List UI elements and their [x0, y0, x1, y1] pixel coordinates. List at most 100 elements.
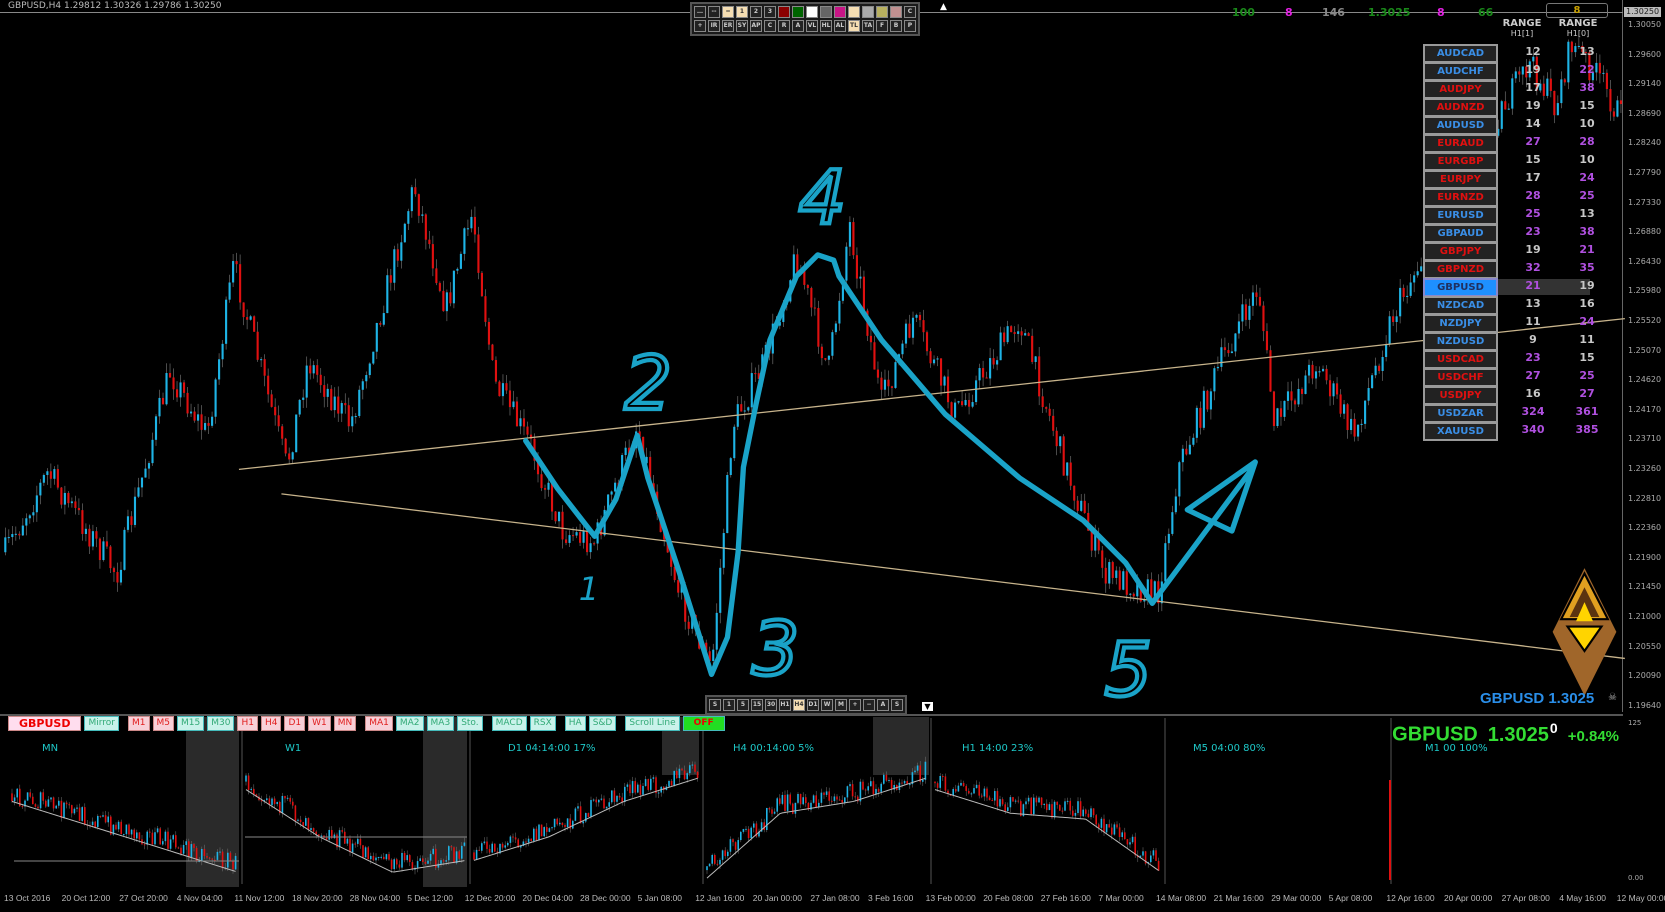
- lower-toolbar-button[interactable]: H4: [260, 716, 282, 731]
- tool-button[interactable]: C: [764, 20, 776, 32]
- symbol-button-gbpusd[interactable]: GBPUSD: [1423, 278, 1498, 297]
- lower-toolbar-button[interactable]: MA2: [395, 716, 424, 731]
- tool-button[interactable]: ER: [722, 20, 734, 32]
- timeframe-button[interactable]: 1: [723, 699, 735, 711]
- off-toggle[interactable]: OFF: [682, 716, 725, 731]
- lower-toolbar-button[interactable]: Scroll Line: [625, 716, 680, 731]
- lower-toolbar-button[interactable]: MA3: [426, 716, 455, 731]
- color-swatch[interactable]: [876, 6, 888, 18]
- lower-toolbar-button[interactable]: M5: [152, 716, 174, 731]
- color-swatch[interactable]: [778, 6, 790, 18]
- symbol-button-eurnzd[interactable]: EURNZD: [1423, 188, 1498, 207]
- color-swatch[interactable]: [806, 6, 818, 18]
- symbol-button-euraud[interactable]: EURAUD: [1423, 134, 1498, 153]
- lower-toolbar-button[interactable]: H1: [237, 716, 258, 731]
- symbol-button-audchf[interactable]: AUDCHF: [1423, 62, 1498, 81]
- lower-toolbar-button[interactable]: HA: [564, 716, 586, 731]
- tool-button[interactable]: SY: [736, 20, 748, 32]
- timeframe-button[interactable]: 15: [751, 699, 763, 711]
- lower-toolbar-button[interactable]: D1: [284, 716, 306, 731]
- crosshair-icon[interactable]: +: [694, 20, 706, 32]
- color-swatch[interactable]: [820, 6, 832, 18]
- collapse-down-icon[interactable]: ▼: [922, 702, 933, 711]
- tool-button[interactable]: AL: [834, 20, 846, 32]
- color-swatch[interactable]: [862, 6, 874, 18]
- tool-button[interactable]: TA: [862, 20, 874, 32]
- lower-toolbar-button[interactable]: RSX: [529, 716, 556, 731]
- timeframe-button[interactable]: 5: [737, 699, 749, 711]
- symbol-button-eurgbp[interactable]: EURGBP: [1423, 152, 1498, 171]
- dashed-line-icon[interactable]: --: [708, 6, 720, 18]
- tool-button[interactable]: HL: [820, 20, 832, 32]
- tool-button[interactable]: TL: [848, 20, 860, 32]
- lower-toolbar-button[interactable]: M30: [207, 716, 235, 731]
- timeframe-button[interactable]: W: [821, 699, 833, 711]
- symbol-button-gbpnzd[interactable]: GBPNZD: [1423, 260, 1498, 279]
- timeframe-button[interactable]: 30: [765, 699, 777, 711]
- color-swatch[interactable]: [890, 6, 902, 18]
- lower-toolbar-button[interactable]: MACD: [491, 716, 527, 731]
- symbol-button-audjpy[interactable]: AUDJPY: [1423, 80, 1498, 99]
- lower-toolbar-button[interactable]: Mirror: [84, 716, 119, 731]
- lower-toolbar-button[interactable]: MN: [333, 716, 357, 731]
- symbol-button-usdzar[interactable]: USDZAR: [1423, 404, 1498, 423]
- tool-button[interactable]: P: [904, 20, 916, 32]
- lower-toolbar-button[interactable]: Sto.: [457, 716, 483, 731]
- tool-button[interactable]: B: [890, 20, 902, 32]
- symbol-button-nzdcad[interactable]: NZDCAD: [1423, 296, 1498, 315]
- color-swatch[interactable]: [848, 6, 860, 18]
- tool-button[interactable]: AP: [750, 20, 762, 32]
- collapse-up-icon[interactable]: ▲: [940, 2, 947, 12]
- symbol-button-eurjpy[interactable]: EURJPY: [1423, 170, 1498, 189]
- tool-button[interactable]: 2: [750, 6, 762, 18]
- timeframe-button[interactable]: A: [877, 699, 889, 711]
- symbol-button-xauusd[interactable]: XAUUSD: [1423, 422, 1498, 441]
- symbol-button-nzdusd[interactable]: NZDUSD: [1423, 332, 1498, 351]
- tool-button[interactable]: F: [876, 20, 888, 32]
- timeframe-button[interactable]: S: [891, 699, 903, 711]
- candle: [1374, 365, 1377, 376]
- timeframe-button[interactable]: H4: [793, 699, 805, 711]
- timeframe-button[interactable]: S: [709, 699, 721, 711]
- candle: [46, 471, 49, 475]
- symbol-button-gbpjpy[interactable]: GBPJPY: [1423, 242, 1498, 261]
- lower-toolbar-button[interactable]: S&D: [588, 716, 617, 731]
- timeframe-button[interactable]: +: [849, 699, 861, 711]
- symbol-button-audusd[interactable]: AUDUSD: [1423, 116, 1498, 135]
- tool-button[interactable]: 1: [736, 6, 748, 18]
- symbol-button-audcad[interactable]: AUDCAD: [1423, 44, 1498, 63]
- tool-button[interactable]: 3: [764, 6, 776, 18]
- lower-toolbar-button[interactable]: M15: [177, 716, 205, 731]
- mini-candle: [740, 831, 742, 841]
- timeframe-button[interactable]: M: [835, 699, 847, 711]
- tool-button[interactable]: C: [904, 6, 916, 18]
- dotted-line-icon[interactable]: …: [694, 6, 706, 18]
- symbol-button-eurusd[interactable]: EURUSD: [1423, 206, 1498, 225]
- color-swatch[interactable]: [792, 6, 804, 18]
- tool-button[interactable]: A: [792, 20, 804, 32]
- lower-toolbar-button[interactable]: MA1: [365, 716, 393, 731]
- candle: [1003, 332, 1006, 343]
- symbol-button-usdjpy[interactable]: USDJPY: [1423, 386, 1498, 405]
- tool-button[interactable]: VL: [806, 20, 818, 32]
- main-chart[interactable]: [0, 0, 1623, 712]
- candle: [11, 534, 14, 538]
- tool-button[interactable]: R: [778, 20, 790, 32]
- lower-toolbar-button[interactable]: W1: [308, 716, 331, 731]
- symbol-button-usdchf[interactable]: USDCHF: [1423, 368, 1498, 387]
- symbol-button-audnzd[interactable]: AUDNZD: [1423, 98, 1498, 117]
- symbol-button-usdcad[interactable]: USDCAD: [1423, 350, 1498, 369]
- symbol-button-gbpaud[interactable]: GBPAUD: [1423, 224, 1498, 243]
- mini-candle: [253, 788, 255, 795]
- color-swatch[interactable]: [834, 6, 846, 18]
- symbol-button[interactable]: GBPUSD: [8, 716, 82, 731]
- tool-button[interactable]: IR: [708, 20, 720, 32]
- symbol-button-nzdjpy[interactable]: NZDJPY: [1423, 314, 1498, 333]
- timeframe-button[interactable]: H1: [779, 699, 791, 711]
- solid-line-icon[interactable]: ═: [722, 6, 734, 18]
- timeframe-button[interactable]: −: [863, 699, 875, 711]
- mini-candle: [616, 795, 618, 802]
- lower-toolbar-button[interactable]: M1: [128, 716, 150, 731]
- timeframe-button[interactable]: D1: [807, 699, 819, 711]
